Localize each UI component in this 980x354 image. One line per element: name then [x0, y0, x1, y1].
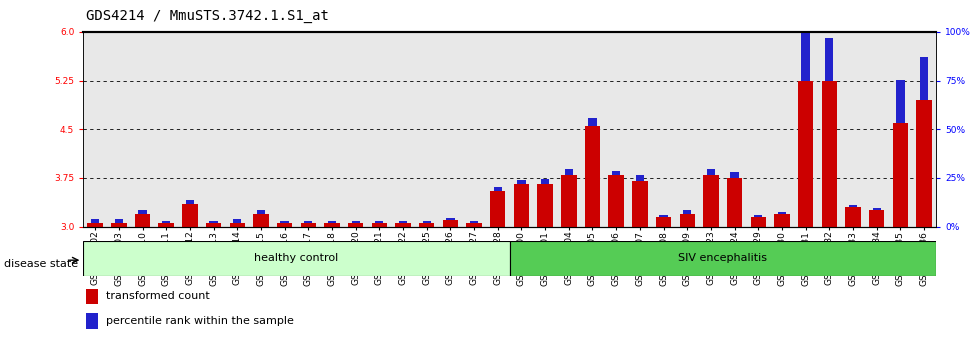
Bar — [115, 219, 122, 223]
Bar — [897, 80, 905, 123]
Bar — [422, 221, 431, 223]
Bar — [825, 38, 833, 81]
Bar — [636, 175, 644, 181]
Bar — [609, 175, 624, 227]
Bar — [304, 221, 313, 223]
Bar — [821, 81, 837, 227]
Bar — [466, 223, 482, 227]
Text: healthy control: healthy control — [255, 253, 338, 263]
Bar — [514, 184, 529, 227]
Bar — [730, 172, 739, 178]
Text: SIV encephalitis: SIV encephalitis — [678, 253, 767, 263]
Bar — [138, 210, 147, 213]
Bar — [399, 221, 407, 223]
Bar — [395, 223, 411, 227]
Bar — [704, 175, 718, 227]
Bar — [872, 209, 881, 210]
Bar — [111, 223, 126, 227]
Text: disease state: disease state — [4, 259, 78, 269]
Bar — [802, 32, 809, 81]
Bar — [470, 221, 478, 223]
Bar — [328, 221, 336, 223]
Bar — [562, 175, 576, 227]
Bar — [91, 219, 99, 223]
Bar — [778, 212, 786, 213]
Bar — [490, 191, 506, 227]
Bar — [751, 217, 766, 227]
Bar — [159, 223, 173, 227]
Bar — [182, 204, 198, 227]
Bar — [517, 181, 525, 184]
Bar — [446, 218, 455, 220]
Bar — [510, 241, 936, 276]
Bar — [541, 178, 549, 184]
Bar — [253, 213, 269, 227]
Bar — [324, 223, 340, 227]
Text: percentile rank within the sample: percentile rank within the sample — [106, 316, 294, 326]
Bar — [849, 205, 858, 207]
Bar — [206, 223, 221, 227]
Bar — [632, 181, 648, 227]
Text: GDS4214 / MmuSTS.3742.1.S1_at: GDS4214 / MmuSTS.3742.1.S1_at — [86, 9, 329, 23]
Bar — [707, 169, 715, 175]
Bar — [83, 241, 510, 276]
Bar — [162, 221, 171, 223]
Bar — [494, 187, 502, 191]
Bar — [869, 210, 884, 227]
Bar — [210, 221, 218, 223]
Bar — [585, 126, 600, 227]
Bar — [893, 123, 908, 227]
Bar — [277, 223, 292, 227]
Bar — [660, 215, 667, 217]
Bar — [683, 210, 691, 213]
Bar — [537, 184, 553, 227]
Bar — [774, 213, 790, 227]
Bar — [679, 213, 695, 227]
Bar — [920, 57, 928, 100]
Bar — [257, 210, 265, 213]
Bar — [612, 171, 620, 175]
Bar — [375, 221, 383, 223]
Bar — [564, 169, 573, 175]
Bar — [352, 221, 360, 223]
Bar — [727, 178, 742, 227]
Bar — [371, 223, 387, 227]
Bar — [135, 213, 150, 227]
Bar — [186, 200, 194, 204]
Bar — [443, 220, 458, 227]
Bar — [755, 215, 762, 217]
Bar — [588, 118, 597, 126]
Bar — [656, 217, 671, 227]
Bar — [280, 221, 289, 223]
Text: transformed count: transformed count — [106, 291, 210, 302]
Bar — [87, 223, 103, 227]
Bar — [229, 223, 245, 227]
Bar — [301, 223, 316, 227]
Bar — [419, 223, 434, 227]
Bar — [916, 100, 932, 227]
Bar — [846, 207, 860, 227]
Bar — [348, 223, 364, 227]
Bar — [233, 219, 241, 223]
Bar — [798, 81, 813, 227]
